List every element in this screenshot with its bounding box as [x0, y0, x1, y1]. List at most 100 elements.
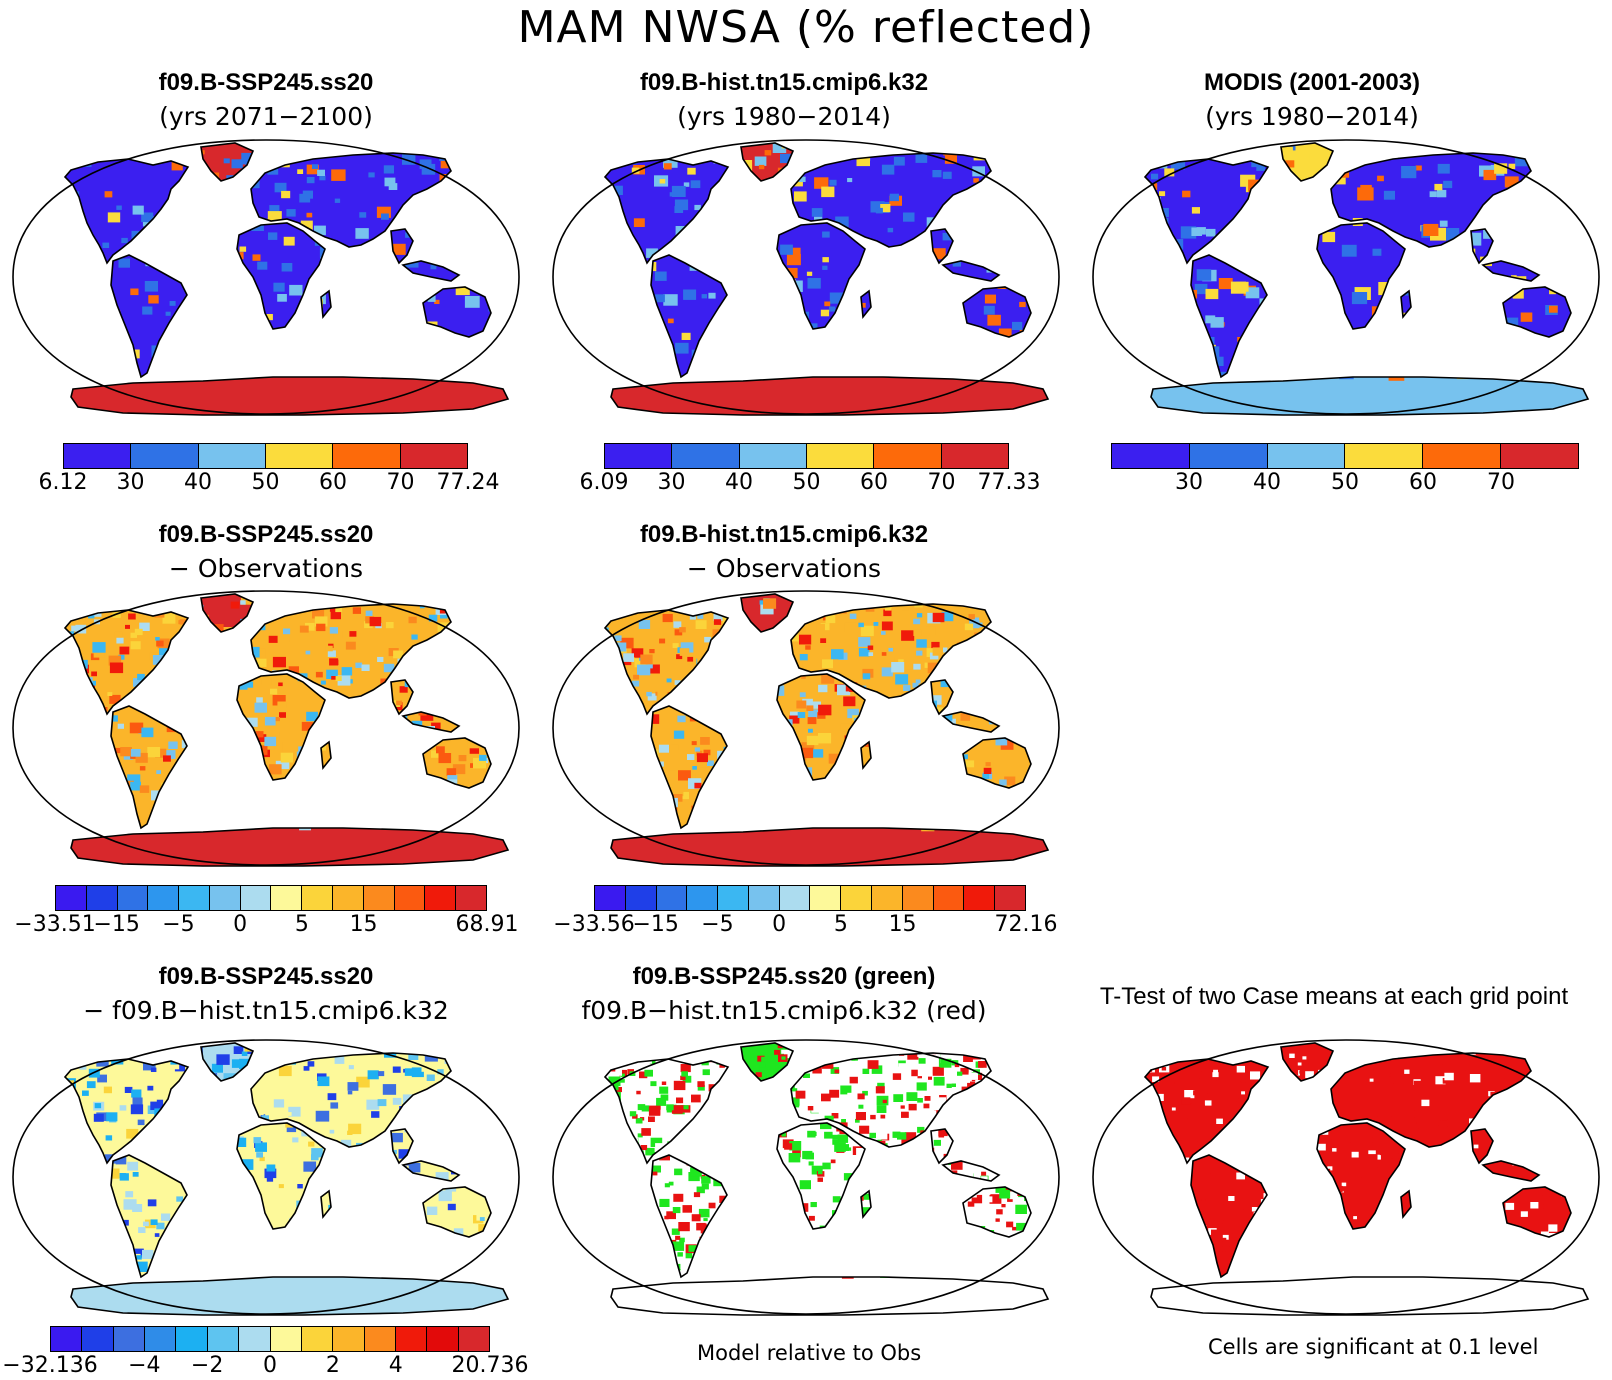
- colorbar-swatch: [605, 444, 673, 468]
- world-map: [12, 590, 520, 867]
- colorbar-swatch: [1501, 444, 1578, 468]
- map-panel-ssp245-minus-hist: [3, 1037, 529, 1317]
- panel-title-line2: (yrs 1980−2014): [1205, 102, 1419, 131]
- world-map: [1092, 1039, 1600, 1316]
- colorbar-swatch: [810, 886, 842, 910]
- colorbar-swatch: [113, 1327, 146, 1351]
- australia-landmass: [963, 738, 1031, 788]
- colorbar-swatch: [625, 886, 657, 910]
- colorbar-swatch: [656, 886, 688, 910]
- map-panel-ssp245-minus-obs: [3, 588, 529, 868]
- colorbar-tick-label: 50: [251, 470, 280, 495]
- colorbar-tick-label: 72.16: [994, 912, 1058, 937]
- antarctica-landmass: [1151, 377, 1588, 415]
- colorbar-swatches: [63, 443, 468, 469]
- colorbar-tick-label: −4: [128, 1353, 161, 1378]
- colorbar-hist-minus-obs: −33.56 −15 −5 0 5 15 72.16: [553, 885, 1057, 945]
- colorbar-swatches: [1111, 443, 1579, 469]
- colorbar-swatch: [240, 886, 272, 910]
- colorbar-swatch: [64, 444, 132, 468]
- colorbar-tick-label: 70: [1487, 470, 1515, 495]
- australia-landmass: [1503, 287, 1571, 337]
- panel-title-line2: f09.B−hist.tn15.cmip6.k32 (red): [581, 996, 987, 1025]
- colorbar-tick-label: 6.12: [38, 470, 88, 495]
- colorbar-swatch: [427, 1327, 459, 1351]
- seasia-landmass: [931, 1129, 953, 1163]
- colorbar-ssp245-minus-hist: −32.136 −4 −2 0 2 4 20.736: [2, 1326, 528, 1380]
- panel-title-line2: (yrs 2071−2100): [159, 102, 373, 131]
- colorbar-swatch: [933, 886, 965, 910]
- colorbar-swatch: [301, 1327, 334, 1351]
- colorbar-tick-label: 30: [657, 470, 686, 495]
- namerica-landmass: [605, 1059, 728, 1163]
- colorbar-hist: 6.09 30 40 50 60 70 77.33: [580, 443, 1040, 503]
- colorbar-tick-label: 40: [725, 470, 753, 495]
- colorbar-tick-label: 4: [388, 1353, 403, 1378]
- colorbar-tick-label: 70: [927, 470, 956, 495]
- colorbar-swatch: [902, 886, 934, 910]
- panel-title-ttest: T-Test of two Case means at each grid po…: [1054, 980, 1612, 1014]
- colorbar-swatch: [271, 886, 303, 910]
- colorbar-tick-label: 0: [263, 1353, 277, 1378]
- colorbar-tick-label: 0: [772, 912, 787, 937]
- colorbar-tick-label: 77.24: [436, 470, 500, 495]
- panel-title-line1: MODIS (2001-2003): [1203, 69, 1421, 96]
- africa-landmass: [1317, 223, 1405, 329]
- colorbar-swatch: [56, 886, 87, 910]
- colorbar-tick-label: 15: [349, 912, 378, 937]
- colorbar-swatch: [364, 1327, 396, 1351]
- colorbar-swatch: [874, 444, 942, 468]
- namerica-landmass: [65, 159, 188, 263]
- colorbar-swatch: [209, 886, 241, 910]
- colorbar-swatch: [395, 1327, 428, 1351]
- colorbar-tick-label: −5: [162, 912, 195, 937]
- world-map: [1092, 139, 1600, 416]
- colorbar-swatch: [86, 886, 118, 910]
- colorbar-ssp245-minus-obs: −33.51 −15 −5 0 5 15 68.91: [14, 885, 518, 945]
- colorbar-swatch: [687, 886, 719, 910]
- colorbar-tick-label: 68.91: [455, 912, 519, 937]
- namerica-landmass: [605, 610, 728, 714]
- madagascar-landmass: [321, 1191, 331, 1217]
- antarctica-landmass: [611, 377, 1048, 415]
- antarctica-landmass: [611, 828, 1048, 866]
- map-panel-ttest: [1083, 1037, 1609, 1317]
- colorbar-swatch: [841, 886, 873, 910]
- colorbar-swatch: [198, 444, 266, 468]
- colorbar-tick-label: 0: [233, 912, 248, 937]
- colorbar-tick-label: 30: [116, 470, 145, 495]
- panel-title-line1: f09.B-hist.tn15.cmip6.k32: [639, 521, 929, 548]
- colorbar-tick-label: 70: [386, 470, 415, 495]
- panel-title-green-red: f09.B-SSP245.ss20 (green) f09.B−hist.tn1…: [504, 960, 1064, 1028]
- panel-title-hist: f09.B-hist.tn15.cmip6.k32 (yrs 1980−2014…: [504, 66, 1064, 134]
- map-border: [552, 139, 1060, 415]
- colorbar-swatch: [1112, 444, 1190, 468]
- page-title: MAM NWSA (% reflected): [517, 2, 1095, 53]
- colorbar-swatch: [748, 886, 780, 910]
- antarctica-landmass: [1151, 1277, 1588, 1315]
- model-relative-note: Model relative to Obs: [697, 1341, 922, 1365]
- samerica-landmass: [111, 706, 187, 828]
- colorbar-swatch: [458, 1327, 490, 1351]
- colorbar-swatches: [604, 443, 1009, 469]
- panel-title-hist-minus-obs: f09.B-hist.tn15.cmip6.k32 − Observations: [504, 518, 1064, 586]
- madagascar-landmass: [1401, 291, 1411, 317]
- colorbar-swatches: [50, 1326, 490, 1352]
- colorbar-swatch: [779, 886, 811, 910]
- colorbar-tick-label: 60: [860, 470, 888, 495]
- map-border: [12, 1039, 520, 1315]
- map-panel-hist: [543, 137, 1069, 417]
- colorbar-swatch: [179, 886, 210, 910]
- colorbar-swatch: [941, 444, 1008, 468]
- colorbar-swatch: [595, 886, 626, 910]
- samerica-landmass: [651, 706, 727, 828]
- antarctica-landmass: [71, 828, 508, 866]
- colorbar-tick-label: 30: [1175, 470, 1203, 495]
- colorbar-swatch: [806, 444, 875, 468]
- africa-landmass: [237, 223, 325, 329]
- panel-title-ssp245: f09.B-SSP245.ss20 (yrs 2071−2100): [0, 66, 546, 134]
- samerica-landmass: [111, 255, 187, 377]
- colorbar-tick-label: −33.56: [553, 912, 635, 937]
- colorbar-swatch: [82, 1327, 114, 1351]
- map-border: [552, 1039, 1060, 1315]
